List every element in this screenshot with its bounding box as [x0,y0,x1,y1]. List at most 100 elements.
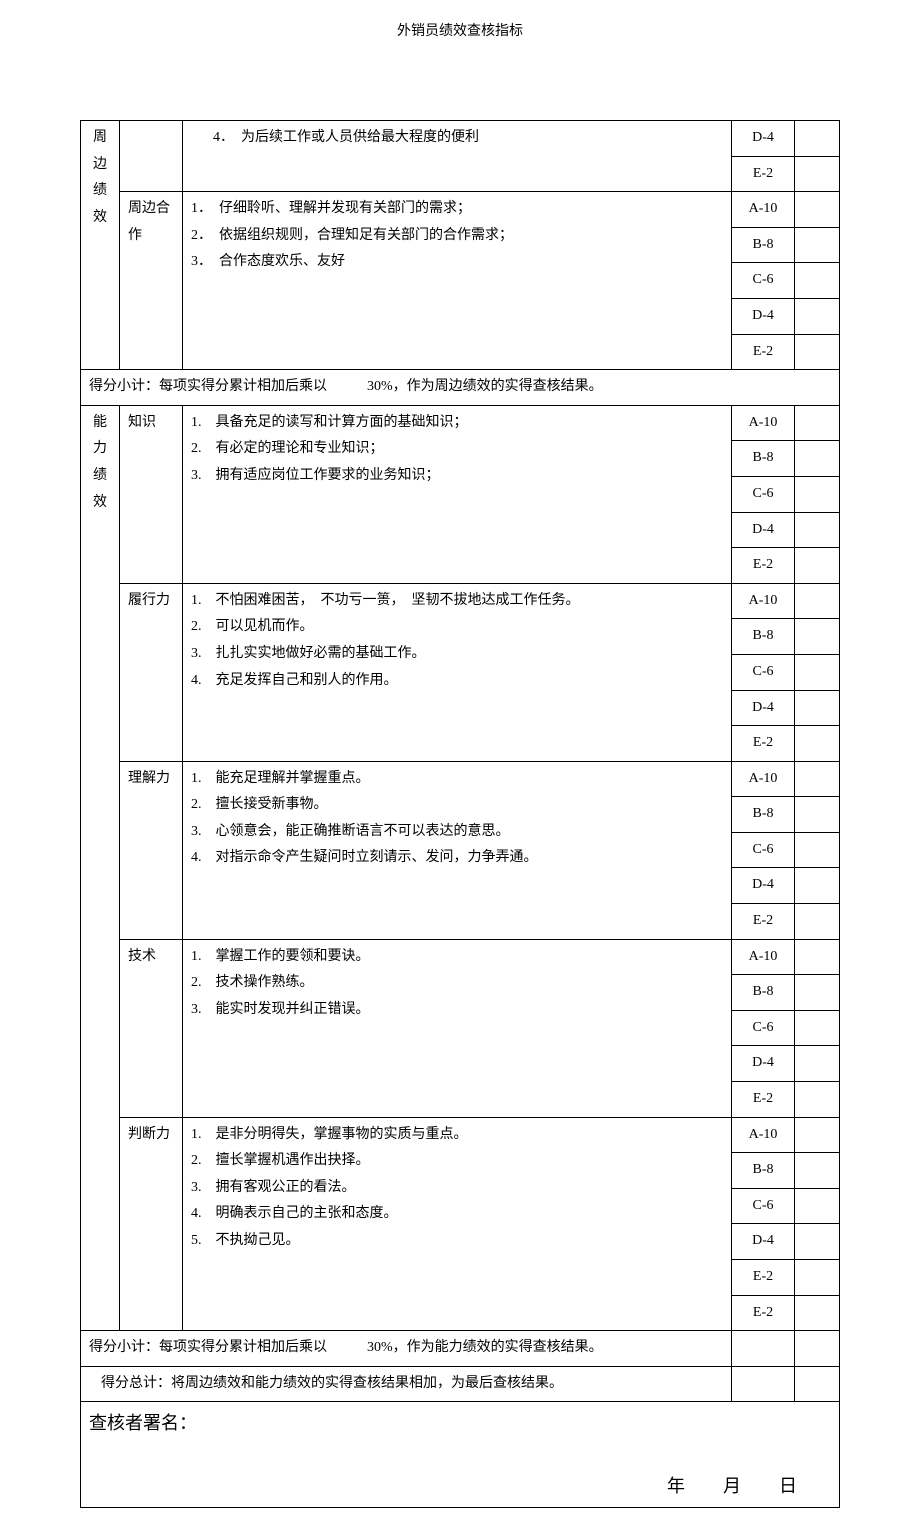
sublabel-tech: 技术 [120,939,183,1117]
score-cell[interactable] [795,761,840,797]
desc-prev: 4． 为后续工作或人员供给最大程度的便利 [183,121,732,192]
score-cell[interactable] [795,1188,840,1224]
desc-line: 1. 能充足理解并掌握重点。 [191,766,723,793]
desc-line: 3. 能实时发现并纠正错误。 [191,997,723,1024]
desc-line: 1. 是非分明得失，掌握事物的实质与重点。 [191,1122,723,1149]
desc-line: 3. 拥有适应岗位工作要求的业务知识； [191,463,723,490]
desc-line: 2. 可以见机而作。 [191,614,723,641]
date-day-label: 日 [779,1476,801,1496]
grade-cell: E-2 [732,548,795,584]
score-cell[interactable] [795,1224,840,1260]
signature-cell: 查核者署名： 年 月 日 [81,1402,840,1507]
score-cell[interactable] [795,654,840,690]
score-cell[interactable] [795,1295,840,1331]
category-ability: 能 力 绩 效 [81,405,120,1330]
grade-cell: C-6 [732,832,795,868]
desc-judgement: 1. 是非分明得失，掌握事物的实质与重点。 2. 擅长掌握机遇作出抉择。 3. … [183,1117,732,1331]
desc-line: 3． 合作态度欢乐、友好 [191,249,723,276]
desc-line: 2. 擅长接受新事物。 [191,792,723,819]
sublabel-knowledge: 知识 [120,405,183,583]
grade-cell: E-2 [732,726,795,762]
score-cell[interactable] [795,263,840,299]
score-cell[interactable] [795,1153,840,1189]
grade-cell: B-8 [732,975,795,1011]
grade-cell: D-4 [732,512,795,548]
grade-cell: D-4 [732,1046,795,1082]
score-cell[interactable] [795,298,840,334]
desc-line: 5. 不执拗己见。 [191,1228,723,1255]
signature-row: 查核者署名： 年 月 日 [81,1402,840,1507]
grade-cell: E-2 [732,1295,795,1331]
desc-surrounding-coop: 1． 仔细聆听、理解并发现有关部门的需求； 2． 依据组织规则，合理知足有关部门… [183,192,732,370]
category-surrounding: 周 边 绩 效 [81,121,120,370]
score-cell[interactable] [795,334,840,370]
score-cell[interactable] [795,1010,840,1046]
grade-cell: A-10 [732,1117,795,1153]
cat-char: 绩 [89,178,111,205]
desc-line: 3. 心领意会，能正确推断语言不可以表达的意思。 [191,819,723,846]
score-cell[interactable] [795,975,840,1011]
grade-cell: A-10 [732,939,795,975]
desc-tech: 1. 掌握工作的要领和要诀。 2. 技术操作熟练。 3. 能实时发现并纠正错误。 [183,939,732,1117]
desc-line: 1． 仔细聆听、理解并发现有关部门的需求； [191,196,723,223]
grade-cell: A-10 [732,761,795,797]
score-cell[interactable] [795,904,840,940]
signature-label: 查核者署名： [89,1406,831,1440]
score-cell[interactable] [795,1082,840,1118]
date-month-label: 月 [723,1476,745,1496]
score-cell[interactable] [795,476,840,512]
score-cell[interactable] [795,1117,840,1153]
score-cell[interactable] [795,405,840,441]
score-cell[interactable] [795,1260,840,1296]
score-cell[interactable] [795,619,840,655]
subtotal-prefix: 得分小计：每项实得分累计相加后乘以 [89,1340,327,1355]
score-cell[interactable] [795,1046,840,1082]
subtotal-empty [732,1331,795,1367]
subtotal-percent: 30% [367,1340,393,1355]
score-cell[interactable] [795,583,840,619]
subtotal-suffix: ，作为周边绩效的实得查核结果。 [393,379,603,394]
score-cell[interactable] [795,548,840,584]
grade-cell: E-2 [732,1260,795,1296]
score-cell[interactable] [795,797,840,833]
grade-cell: B-8 [732,441,795,477]
score-cell[interactable] [795,512,840,548]
table-row-partial-top: 周 边 绩 效 4． 为后续工作或人员供给最大程度的便利 D-4 [81,121,840,157]
subtotal-percent: 30% [367,379,393,394]
grade-cell: E-2 [732,334,795,370]
sublabel-surrounding-coop: 周边合作 [120,192,183,370]
cat-char: 边 [89,152,111,179]
grade-cell: B-8 [732,227,795,263]
desc-line: 2． 依据组织规则，合理知足有关部门的合作需求； [191,223,723,250]
grade-cell: E-2 [732,904,795,940]
grade-cell: C-6 [732,476,795,512]
grade-cell: D-4 [732,298,795,334]
score-cell[interactable] [795,832,840,868]
desc-line: 2. 擅长掌握机遇作出抉择。 [191,1148,723,1175]
subtotal-suffix: ，作为能力绩效的实得查核结果。 [393,1340,603,1355]
desc-line: 2. 有必定的理论和专业知识； [191,436,723,463]
cat-char: 能 [89,410,111,437]
score-cell[interactable] [795,939,840,975]
score-cell[interactable] [795,156,840,192]
grade-cell: B-8 [732,619,795,655]
score-cell[interactable] [795,192,840,228]
subtotal-ability: 得分小计：每项实得分累计相加后乘以 30%，作为能力绩效的实得查核结果。 [81,1331,840,1367]
grade-cell: C-6 [732,263,795,299]
score-cell[interactable] [795,121,840,157]
score-cell[interactable] [795,726,840,762]
desc-line: 1. 掌握工作的要领和要诀。 [191,944,723,971]
performance-table: 周 边 绩 效 4． 为后续工作或人员供给最大程度的便利 D-4 E-2 周边合… [80,120,840,1508]
grade-cell: A-10 [732,192,795,228]
score-cell[interactable] [795,868,840,904]
desc-comprehension: 1. 能充足理解并掌握重点。 2. 擅长接受新事物。 3. 心领意会，能正确推断… [183,761,732,939]
desc-line: 4. 明确表示自己的主张和态度。 [191,1201,723,1228]
score-cell[interactable] [795,227,840,263]
desc-line: 4． 为后续工作或人员供给最大程度的便利 [191,125,723,152]
table-row-surrounding: 周边合作 1． 仔细聆听、理解并发现有关部门的需求； 2． 依据组织规则，合理知… [81,192,840,228]
table-row-knowledge: 能 力 绩 效 知识 1. 具备充足的读写和计算方面的基础知识； 2. 有必定的… [81,405,840,441]
score-cell[interactable] [795,690,840,726]
score-cell[interactable] [795,441,840,477]
desc-line: 4. 充足发挥自己和别人的作用。 [191,668,723,695]
grade-cell: E-2 [732,1082,795,1118]
